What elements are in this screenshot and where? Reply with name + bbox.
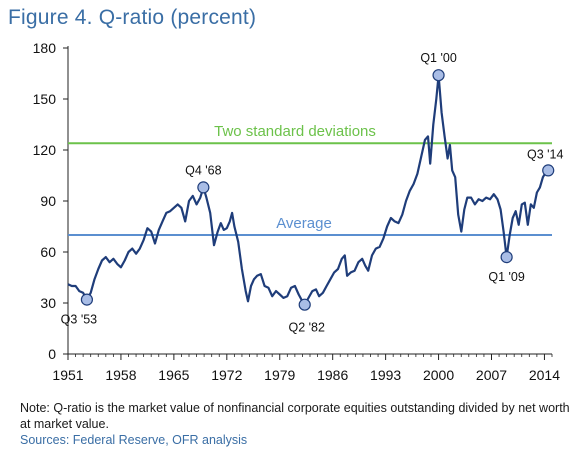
x-tick-label: 1951	[52, 367, 83, 383]
y-tick-label: 90	[40, 193, 56, 209]
x-tick-label: 2007	[476, 367, 507, 383]
annotation-marker	[197, 181, 210, 194]
chart-source: Sources: Federal Reserve, OFR analysis	[20, 433, 248, 447]
page-title: Figure 4. Q-ratio (percent)	[8, 6, 257, 29]
x-tick-label: 1972	[211, 367, 242, 383]
annotation-markers: Q3 '53 Q4 '68 Q2 '82 Q1 '00 Q1 '09 Q3 '14	[61, 51, 564, 335]
y-tick-label: 0	[48, 346, 56, 362]
annotation-label: Q1 '00	[420, 51, 456, 65]
annotation-label: Q4 '68	[185, 163, 221, 177]
x-tick-label: 1979	[264, 367, 295, 383]
annotation-marker	[432, 69, 445, 82]
q-ratio-line	[67, 74, 549, 306]
y-tick-label: 60	[40, 244, 56, 260]
x-tick-label: 1965	[158, 367, 189, 383]
annotation-label: Q3 '14	[527, 147, 563, 161]
annotation-label: Q1 '09	[488, 270, 524, 284]
annotation-marker	[80, 293, 94, 306]
x-tick-label: 2014	[529, 367, 560, 383]
y-tick-label: 30	[40, 295, 56, 311]
annotation-label: Q3 '53	[61, 313, 97, 327]
x-tick-label: 2000	[423, 367, 454, 383]
x-tick-label: 1993	[370, 367, 401, 383]
annotation-label: Q2 '82	[288, 321, 324, 335]
reference-lines: Two standard deviations Average	[68, 123, 552, 236]
chart-note: Note: Q-ratio is the market value of non…	[20, 401, 570, 431]
series-layer	[67, 74, 549, 306]
y-tick-label: 120	[33, 142, 57, 158]
annotation-marker	[500, 251, 513, 264]
annotation-marker	[542, 164, 555, 177]
chart-axes: 0 30 60 90 120 150 180 1951 1958 1965 1972 1979 1986…	[33, 40, 561, 383]
annotation-marker	[298, 298, 311, 311]
y-tick-label: 150	[33, 91, 57, 107]
reference-line-label: Two standard deviations	[214, 123, 376, 140]
x-tick-label: 1986	[317, 367, 348, 383]
x-tick-label: 1958	[105, 367, 136, 383]
reference-line-label: Average	[276, 215, 332, 232]
y-tick-label: 180	[33, 40, 57, 56]
